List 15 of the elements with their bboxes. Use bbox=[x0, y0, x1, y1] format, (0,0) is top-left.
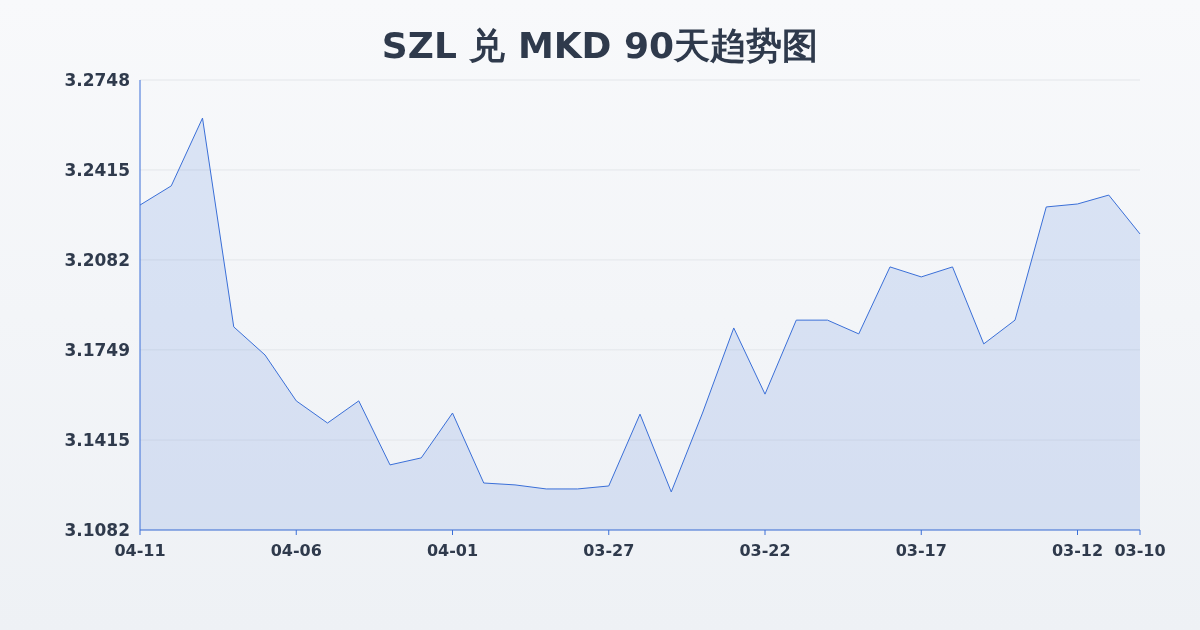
y-tick-label: 3.1082 bbox=[64, 519, 130, 540]
x-tick-label: 03-27 bbox=[583, 541, 635, 560]
y-tick-label: 3.2082 bbox=[64, 249, 130, 270]
y-tick-label: 3.1415 bbox=[64, 430, 130, 450]
chart-title: SZL 兑 MKD 90天趋势图 bbox=[381, 25, 819, 66]
y-tick-label: 3.1749 bbox=[64, 339, 130, 360]
x-tick-label: 04-11 bbox=[114, 541, 166, 560]
x-tick-label: 03-10 bbox=[1114, 541, 1166, 560]
x-tick-label: 04-01 bbox=[426, 541, 479, 560]
x-tick-label: 03-17 bbox=[895, 541, 947, 560]
y-tick-label: 3.2415 bbox=[64, 159, 130, 180]
y-tick-label: 3.2748 bbox=[64, 69, 130, 90]
x-tick-label: 03-22 bbox=[739, 541, 791, 560]
x-tick-label: 04-06 bbox=[270, 541, 322, 560]
x-tick-label: 03-12 bbox=[1051, 541, 1104, 560]
